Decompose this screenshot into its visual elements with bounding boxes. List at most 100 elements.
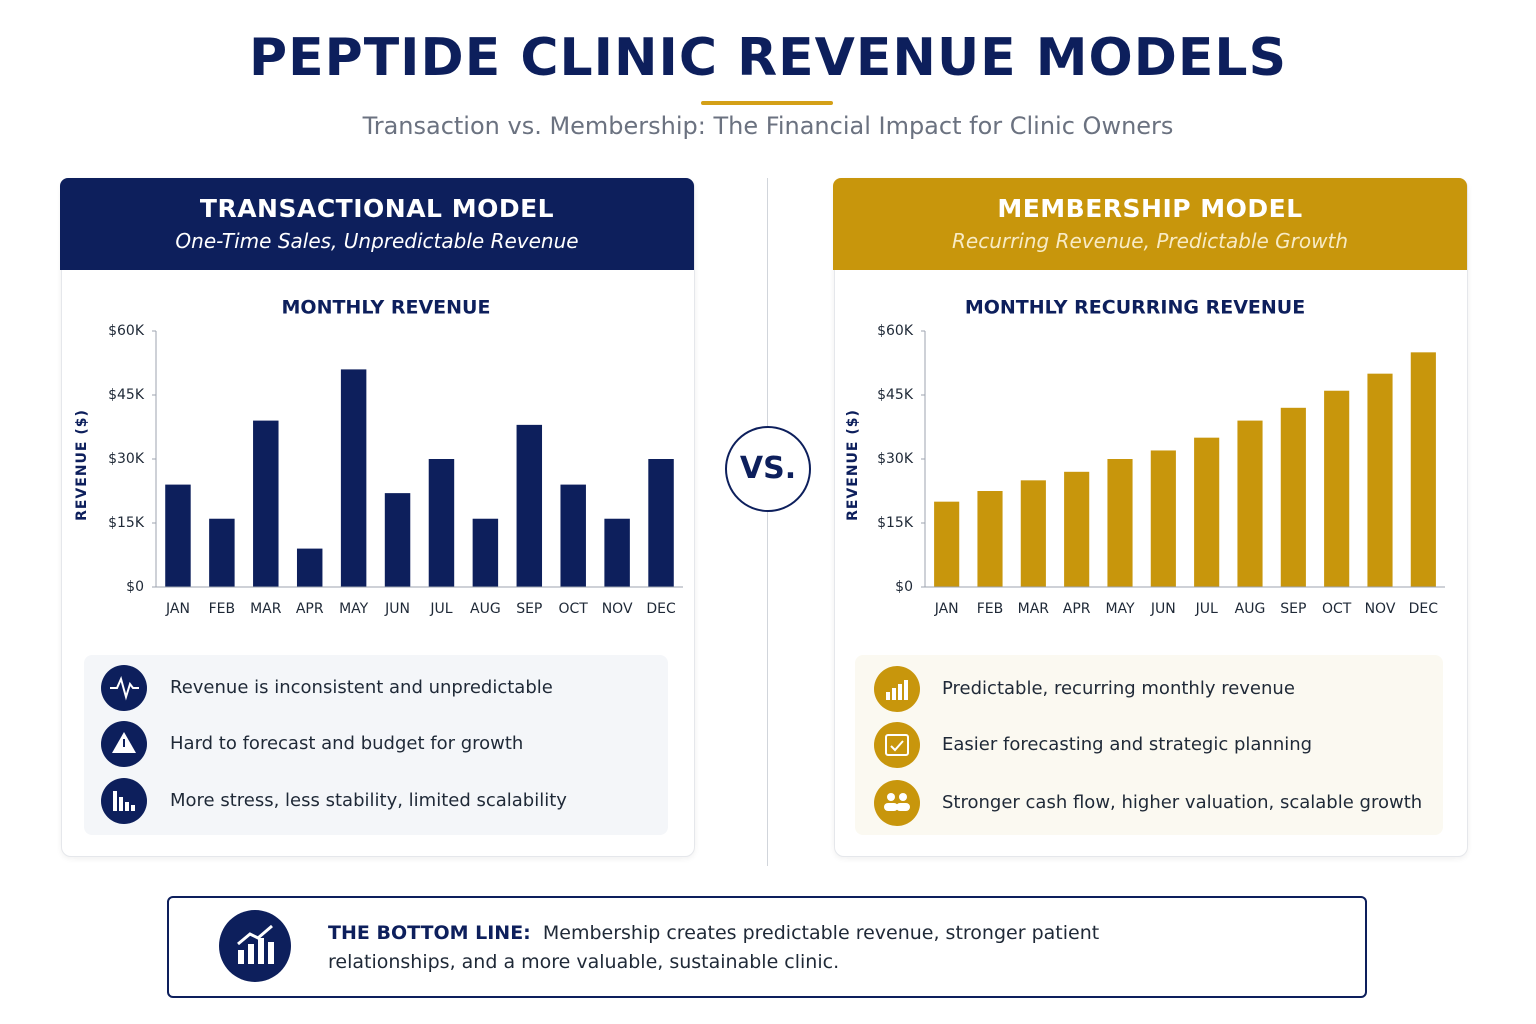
y-tick-label: $15K [108,515,145,531]
bar [296,548,323,587]
bar [648,459,674,587]
x-tick-label: NOV [1365,601,1396,617]
divider [767,178,768,866]
bar [384,493,411,587]
bar [428,459,455,587]
bar [934,501,960,587]
icon [874,780,920,826]
points-box [855,655,1443,835]
bottom-line-label: THE BOTTOM LINE: [328,922,531,944]
chart-title: MONTHLY RECURRING REVENUE [965,297,1305,319]
bar [1150,450,1176,587]
vs-badge: VS. [725,426,811,512]
x-tick-label: DEC [1409,601,1439,617]
x-tick-label: JAN [934,601,959,617]
x-tick-label: JUL [429,601,452,617]
bar [604,518,630,587]
icon-glyph [237,924,273,946]
y-tick-label: $45K [108,387,145,403]
x-tick-label: FEB [209,601,236,617]
y-axis-label: REVENUE ($) [845,409,861,521]
point-text: Revenue is inconsistent and unpredictabl… [170,677,553,698]
y-tick-label: $30K [108,451,145,467]
bottom-line-text: Membership creates predictable revenue, … [328,922,1100,973]
y-tick-label: $60K [877,323,914,339]
icon-glyph [110,676,139,701]
x-tick-label: SEP [516,601,542,617]
x-tick-label: JAN [165,601,190,617]
bar [1020,480,1046,587]
x-tick-label: FEB [977,601,1004,617]
bar [977,491,1003,587]
bar [1280,407,1306,587]
bar [1367,373,1393,587]
panel-header: TRANSACTIONAL MODEL One-Time Sales, Unpr… [60,178,694,270]
bar [472,518,499,587]
bar [1107,459,1133,587]
point-text: Predictable, recurring monthly revenue [942,678,1295,699]
icon-glyph [886,680,908,700]
x-tick-label: MAY [1105,601,1135,617]
title-rule [701,101,833,105]
icon-glyph [884,793,910,811]
x-tick-label: AUG [470,601,501,617]
x-tick-label: APR [1063,601,1091,617]
icon [101,778,147,824]
x-tick-label: OCT [559,601,589,617]
x-tick-label: JUN [1150,601,1176,617]
chart-title: MONTHLY REVENUE [282,297,491,319]
x-tick-label: MAR [250,601,282,617]
bar [1194,437,1220,587]
point-text: Easier forecasting and strategic plannin… [942,734,1313,755]
bar [1410,352,1436,587]
point-text: Stronger cash flow, higher valuation, sc… [942,792,1423,813]
x-tick-label: AUG [1235,601,1266,617]
page-subtitle: Transaction vs. Membership: The Financia… [362,112,1174,140]
bottom-line: THE BOTTOM LINE: Membership creates pred… [328,919,1228,977]
x-tick-label: DEC [646,601,676,617]
icon-glyph [890,740,904,752]
point-text: More stress, less stability, limited sca… [170,790,567,811]
x-tick-label: NOV [602,601,633,617]
icon [874,666,920,712]
bar [1324,390,1350,587]
panel-subtitle: Recurring Revenue, Predictable Growth [952,229,1348,253]
icon-group [874,666,920,826]
x-tick-label: MAR [1018,601,1050,617]
panel-subtitle: One-Time Sales, Unpredictable Revenue [175,229,579,253]
bottom-line-box [167,896,1367,998]
bar [1064,471,1090,587]
bar [340,369,367,587]
point-text: Hard to forecast and budget for growth [170,733,524,754]
x-tick-label: JUL [1195,601,1218,617]
x-tick-label: APR [296,601,324,617]
icon [874,722,920,768]
bar [209,518,235,587]
panel-header: MEMBERSHIP MODEL Recurring Revenue, Pred… [833,178,1467,270]
points-box [84,655,668,835]
bar [560,484,586,587]
bar [1237,420,1263,587]
y-axis-label: REVENUE ($) [74,409,90,521]
icon-glyph [885,734,909,756]
bar [516,424,543,587]
bar [165,484,191,587]
page-title: PEPTIDE CLINIC REVENUE MODELS [248,28,1288,88]
icon-glyph [113,791,135,811]
x-tick-label: OCT [1322,601,1352,617]
y-tick-label: $60K [108,323,145,339]
icon-glyph [123,739,125,747]
x-tick-label: JUN [384,601,410,617]
panel-title: MEMBERSHIP MODEL [997,194,1303,223]
icon-glyph [238,938,274,964]
x-tick-label: MAY [339,601,369,617]
y-tick-label: $0 [126,579,144,595]
panel-title: TRANSACTIONAL MODEL [199,194,555,223]
y-tick-label: $30K [877,451,914,467]
bar [253,420,279,587]
y-tick-label: $0 [895,579,913,595]
x-tick-label: SEP [1280,601,1306,617]
